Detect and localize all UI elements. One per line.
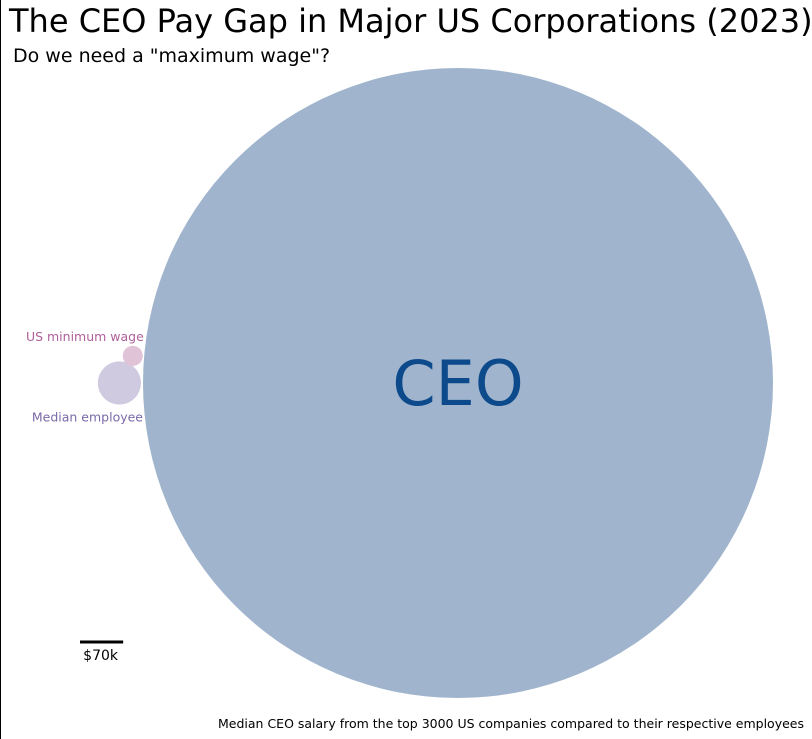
scale-bar-label: $70k: [83, 648, 119, 664]
bubble-median-employee: [97, 361, 141, 405]
bubble-minimum-wage: [122, 345, 143, 366]
chart-subtitle: Do we need a "maximum wage"?: [13, 45, 331, 67]
bubble-ceo: [143, 68, 773, 698]
chart-caption: Median CEO salary from the top 3000 US c…: [218, 716, 804, 731]
left-frame-line: [0, 0, 1, 739]
label-ceo: CEO: [392, 347, 523, 420]
chart-title: The CEO Pay Gap in Major US Corporations…: [9, 2, 812, 40]
label-median-employee: Median employee: [32, 410, 143, 425]
label-minimum-wage: US minimum wage: [26, 329, 144, 344]
